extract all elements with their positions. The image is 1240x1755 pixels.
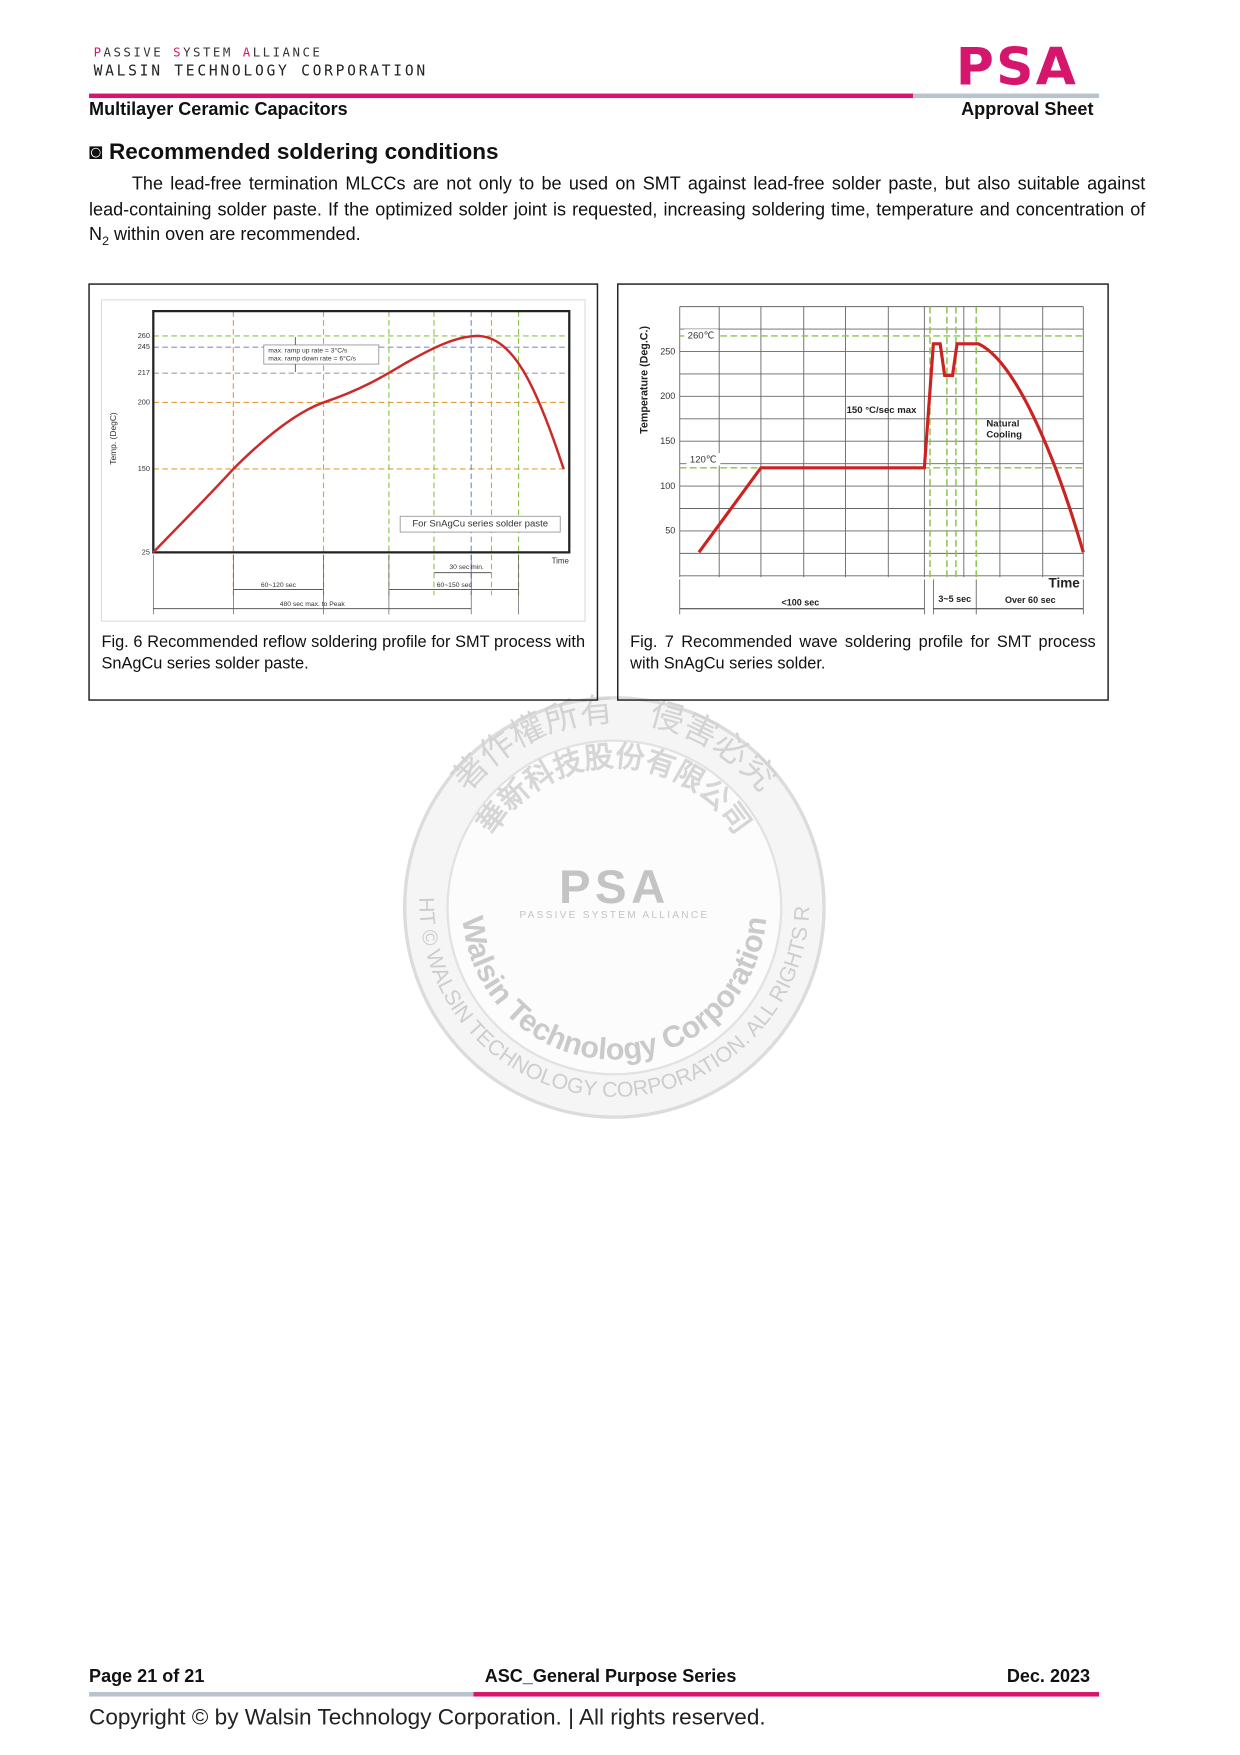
annotation: max. ramp down rate = 6°C/s <box>268 354 356 362</box>
annotation: Cooling <box>986 430 1022 441</box>
y-tick-label: 200 <box>138 397 150 406</box>
y-tick-label: 50 <box>665 526 675 536</box>
watermark-logo: PSA <box>559 861 670 914</box>
y-tick-label: 100 <box>660 481 675 491</box>
logo: PSA <box>955 36 1079 97</box>
y-tick-label: 150 <box>660 436 675 446</box>
annotation: Natural <box>986 418 1019 429</box>
paragraph: The lead-free termination MLCCs are not … <box>89 172 1145 254</box>
product-name: Multilayer Ceramic Capacitors <box>89 100 348 120</box>
axis-label: Temperature (Deg.C.) <box>639 326 651 434</box>
y-tick-label: 200 <box>660 391 675 401</box>
span-label: 60~120 sec <box>261 582 297 589</box>
annotation: max. ramp up rate = 3°C/s <box>268 346 348 354</box>
span-label: 60~150 sec <box>437 582 473 589</box>
caption: Fig. 7 Recommended wave soldering profil… <box>630 633 1096 673</box>
title-text: Recommended soldering conditions <box>108 139 499 165</box>
series: ASC_General Purpose Series <box>484 1667 737 1687</box>
alliance-name: PASSIVE SYSTEM ALLIANCE <box>93 45 323 60</box>
span-label: 3~5 sec <box>938 594 971 604</box>
watermark-alliance: PASSIVE SYSTEM ALLIANCE <box>519 910 709 921</box>
copyright: Copyright © by Walsin Technology Corpora… <box>89 1705 766 1731</box>
initial: P <box>93 45 104 60</box>
y-tick-label: 250 <box>660 346 675 356</box>
initial: A <box>242 45 253 60</box>
y-tick-label: 150 <box>138 464 150 473</box>
page-number: Page 21 of 21 <box>89 1667 205 1687</box>
caption: Fig. 6 Recommended reflow soldering prof… <box>101 633 586 673</box>
profile-curve <box>697 342 1085 554</box>
watermark-inner <box>446 739 783 1076</box>
initial: S <box>173 45 184 60</box>
text: The lead-free termination MLCCs are not … <box>89 174 1146 245</box>
company-name: WALSIN TECHNOLOGY CORPORATION <box>93 63 428 81</box>
marker: ◙ <box>89 139 103 165</box>
subscript: 2 <box>102 234 109 249</box>
y-tick-label: 245 <box>138 342 150 351</box>
legend-box <box>399 515 561 533</box>
annotation: 150 °C/sec max <box>847 405 918 416</box>
span-label: Over 60 sec <box>1005 595 1056 605</box>
y-tick-label: 217 <box>138 368 150 377</box>
footer-bar <box>89 1692 474 1697</box>
footer-bar <box>473 1692 1100 1697</box>
figure-frame <box>617 283 1109 701</box>
figure-frame <box>88 283 599 701</box>
axis-label: Time <box>1048 576 1080 591</box>
y-tick-label: 25 <box>142 547 150 556</box>
axis-label: Time <box>552 556 570 565</box>
label-bg <box>684 329 719 342</box>
level-label: 120℃ <box>690 454 717 465</box>
level-label: 260℃ <box>688 330 715 341</box>
header-bar <box>913 93 1100 99</box>
span-label: 30 sec min. <box>449 564 484 571</box>
header-bar <box>89 93 914 99</box>
date: Dec. 2023 <box>1006 1667 1091 1687</box>
text: within oven are recommended. <box>108 225 361 245</box>
axis-label: Temp. (DegC) <box>108 412 118 465</box>
plot-frame <box>152 309 571 554</box>
y-tick-label: 260 <box>138 331 150 340</box>
note-box <box>263 344 380 365</box>
label-bg <box>686 453 721 466</box>
legend-label: For SnAgCu series solder paste <box>412 519 548 530</box>
profile-curve <box>152 334 565 554</box>
document-type: Approval Sheet <box>961 100 1094 120</box>
span-label: 480 sec max. to Peak <box>280 601 346 608</box>
span-label: <100 sec <box>781 597 819 607</box>
section-title: ◙ Recommended soldering conditions <box>89 140 498 166</box>
